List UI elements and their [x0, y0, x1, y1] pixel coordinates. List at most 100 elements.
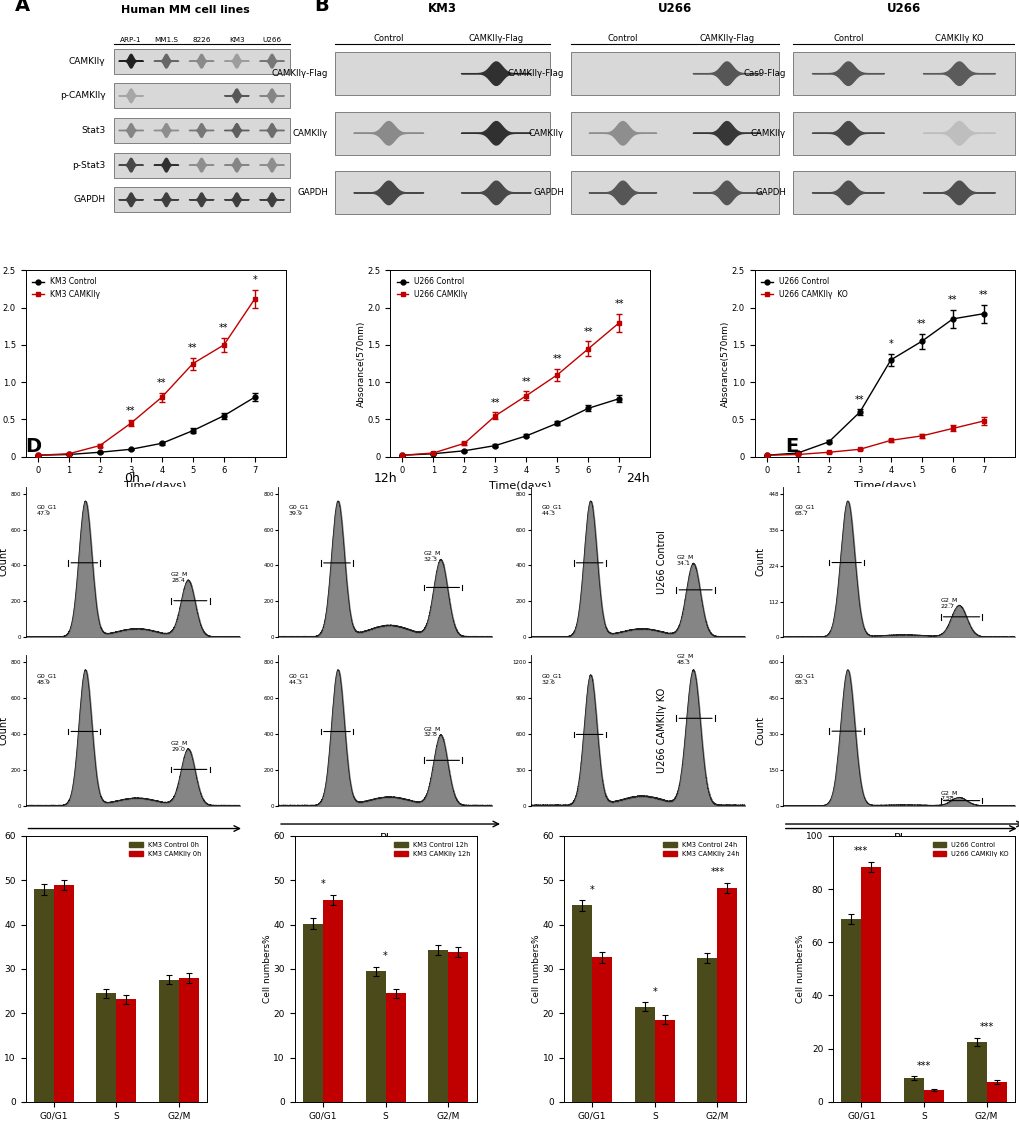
Polygon shape [354, 122, 423, 145]
Text: ***: *** [978, 1022, 993, 1033]
Text: E: E [785, 437, 798, 457]
Text: **: ** [157, 378, 166, 389]
Polygon shape [154, 193, 178, 207]
Text: D: D [25, 437, 42, 457]
Polygon shape [461, 62, 531, 85]
Polygon shape [260, 89, 284, 102]
Text: KM3: KM3 [428, 2, 457, 15]
Text: U266: U266 [886, 2, 920, 15]
Polygon shape [190, 193, 214, 207]
Polygon shape [119, 89, 144, 102]
Bar [985, 1081, 1006, 1102]
Text: PI: PI [127, 840, 138, 849]
Text: GAPDH: GAPDH [533, 189, 564, 198]
Text: CAMKIIγ-Flag: CAMKIIγ-Flag [469, 34, 524, 43]
Text: Control: Control [373, 34, 404, 43]
Text: **: ** [978, 291, 987, 300]
Text: *: * [888, 340, 893, 350]
Text: U266: U266 [657, 2, 692, 15]
Text: GAPDH: GAPDH [297, 189, 328, 198]
Text: **: ** [552, 354, 561, 365]
Polygon shape [922, 122, 995, 145]
Text: G2_M
34.1: G2_M 34.1 [676, 554, 693, 566]
Text: **: ** [614, 299, 624, 309]
Legend: KM3 Control, KM3 CAMKIIγ: KM3 Control, KM3 CAMKIIγ [30, 274, 103, 302]
Text: Stat3: Stat3 [82, 126, 105, 135]
Text: G2_M
22.7: G2_M 22.7 [940, 598, 957, 609]
Y-axis label: Cell numbers%: Cell numbers% [0, 935, 3, 1003]
Text: G0_G1
44.3: G0_G1 44.3 [288, 674, 309, 685]
Text: Cas9-Flag: Cas9-Flag [743, 69, 786, 78]
Text: CAMKIIγ: CAMKIIγ [292, 128, 328, 137]
Text: U266: U266 [262, 36, 281, 43]
Polygon shape [224, 158, 249, 172]
Bar [323, 900, 342, 1102]
X-axis label: Time(days): Time(days) [853, 481, 915, 491]
Bar [113, 118, 289, 143]
Text: 8226: 8226 [193, 36, 211, 43]
Text: p-Stat3: p-Stat3 [72, 160, 105, 169]
Text: G0_G1
48.9: G0_G1 48.9 [36, 674, 57, 685]
Text: G2_M
28.4: G2_M 28.4 [171, 571, 189, 583]
Text: **: ** [187, 343, 198, 353]
Text: *: * [253, 275, 257, 285]
Bar [571, 172, 779, 215]
Text: *: * [383, 951, 387, 961]
Polygon shape [224, 193, 249, 207]
Text: B: B [314, 0, 329, 15]
Text: U266 Control: U266 Control [656, 531, 666, 594]
Text: PI: PI [893, 840, 903, 849]
Text: **: ** [521, 377, 531, 386]
Text: G2_M
32.8: G2_M 32.8 [423, 726, 440, 737]
Polygon shape [461, 122, 531, 145]
Polygon shape [119, 193, 144, 207]
Text: **: ** [916, 319, 925, 329]
Text: CAMKIIγ: CAMKIIγ [528, 128, 564, 137]
Text: GAPDH: GAPDH [754, 189, 786, 198]
Text: p-CAMKIIγ: p-CAMKIIγ [60, 91, 105, 100]
Polygon shape [154, 55, 178, 68]
Bar [428, 950, 447, 1102]
Bar [113, 152, 289, 177]
Y-axis label: Count: Count [0, 548, 8, 576]
Text: **: ** [219, 323, 228, 333]
Bar [97, 993, 116, 1102]
Text: *: * [320, 879, 325, 889]
Bar [303, 924, 323, 1102]
Bar [365, 971, 385, 1102]
Polygon shape [190, 124, 214, 137]
Bar [334, 52, 549, 95]
Text: CAMKIIγ: CAMKIIγ [750, 128, 786, 137]
Bar [116, 1000, 137, 1102]
Text: *: * [589, 885, 594, 895]
Polygon shape [154, 124, 178, 137]
Text: Control: Control [607, 34, 638, 43]
Text: **: ** [854, 394, 864, 404]
Polygon shape [354, 182, 423, 204]
Text: **: ** [126, 406, 136, 416]
Text: Control: Control [833, 34, 863, 43]
Bar [179, 978, 199, 1102]
Polygon shape [190, 55, 214, 68]
Bar [654, 1020, 675, 1102]
Bar [792, 52, 1014, 95]
Text: **: ** [583, 327, 593, 336]
Bar [334, 172, 549, 215]
Polygon shape [811, 122, 883, 145]
Text: PI: PI [893, 833, 903, 843]
Text: CAMKIIγ: CAMKIIγ [69, 57, 105, 66]
Text: GAPDH: GAPDH [73, 195, 105, 204]
Polygon shape [224, 89, 249, 102]
X-axis label: Time(days): Time(days) [124, 481, 186, 491]
Polygon shape [811, 62, 883, 85]
Legend: U266 Control, U266 CAMKIIγ KO: U266 Control, U266 CAMKIIγ KO [929, 840, 1011, 860]
Bar [903, 1078, 923, 1102]
Text: G0_G1
88.3: G0_G1 88.3 [794, 674, 814, 685]
Text: G0_G1
47.9: G0_G1 47.9 [36, 504, 57, 516]
Text: ARP-1: ARP-1 [120, 36, 142, 43]
Text: MM1.S: MM1.S [154, 36, 178, 43]
Text: **: ** [948, 295, 957, 306]
Polygon shape [190, 158, 214, 172]
Polygon shape [589, 122, 656, 145]
Y-axis label: Count: Count [0, 716, 8, 745]
